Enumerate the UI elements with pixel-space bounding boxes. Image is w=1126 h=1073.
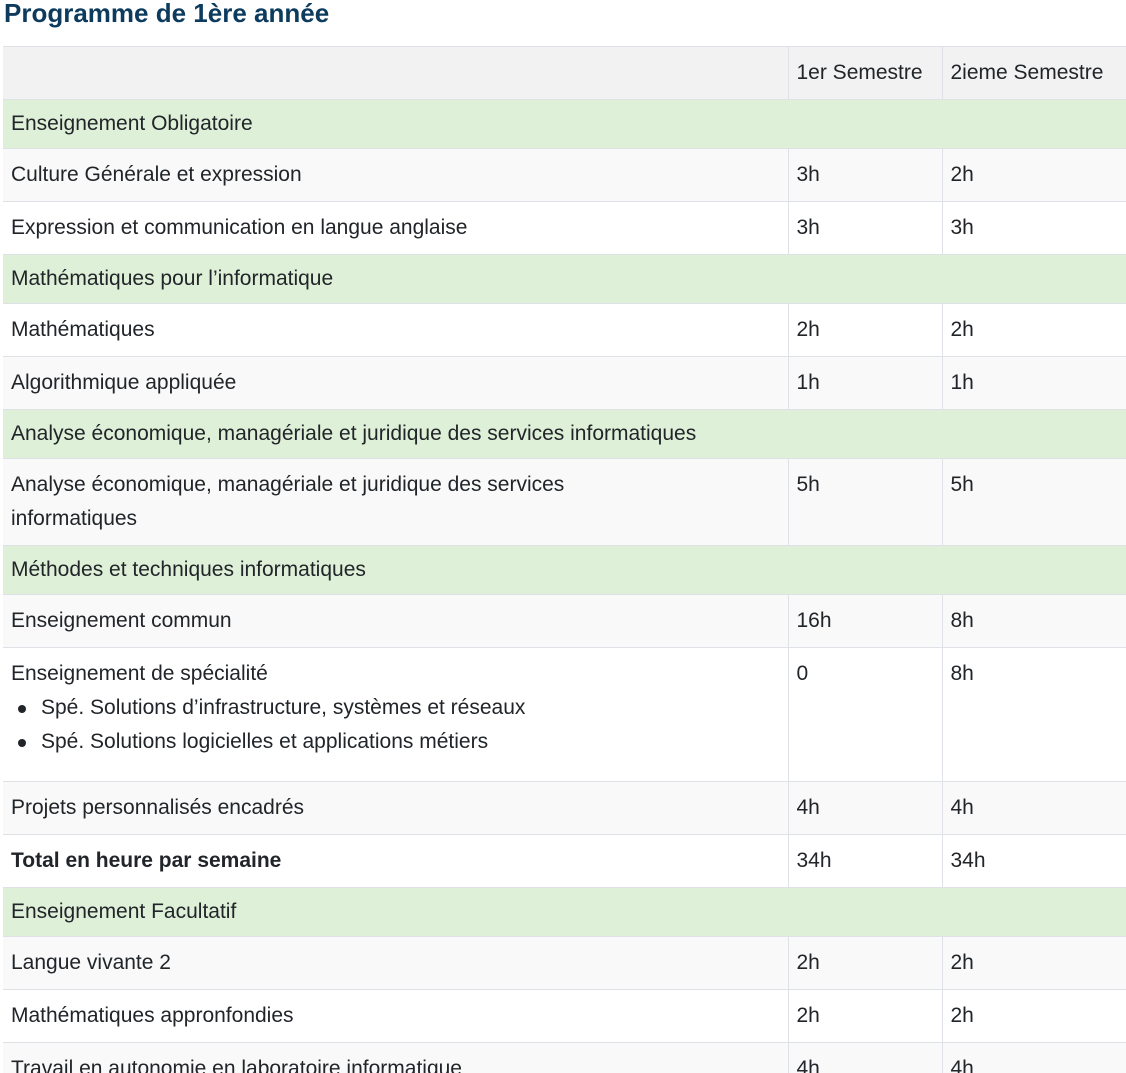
header-semester2: 2ieme Semestre	[941, 46, 1126, 100]
row-semester1: 1h	[787, 356, 942, 410]
header-semester1: 1er Semestre	[787, 46, 942, 100]
section-row: Méthodes et techniques informatiques	[3, 545, 1126, 595]
row-semester1: 5h	[787, 458, 942, 546]
row-label: Analyse économique, managériale et jurid…	[3, 458, 788, 546]
speciality-list: Spé. Solutions d’infrastructure, système…	[11, 691, 780, 772]
row-semester2: 2h	[941, 936, 1126, 990]
section-row: Enseignement Obligatoire	[3, 99, 1126, 149]
row-label: Total en heure par semaine	[3, 834, 788, 888]
section-row: Enseignement Facultatif	[3, 887, 1126, 937]
list-item: Spé. Solutions logicielles et applicatio…	[18, 725, 780, 759]
row-semester1: 3h	[787, 148, 942, 202]
row-semester2: 2h	[941, 989, 1126, 1043]
row-label: Langue vivante 2	[3, 936, 788, 990]
table-header-row: 1er Semestre 2ieme Semestre	[3, 46, 1126, 100]
table-row: Enseignement de spécialité Spé. Solution…	[3, 647, 1126, 782]
row-label: Projets personnalisés encadrés	[3, 781, 788, 835]
row-label: Mathématiques	[3, 303, 788, 357]
row-label: Culture Générale et expression	[3, 148, 788, 202]
row-semester2: 8h	[941, 594, 1126, 648]
table-row: Projets personnalisés encadrés 4h 4h	[3, 781, 1126, 835]
row-semester1: 2h	[787, 989, 942, 1043]
section-title: Enseignement Obligatoire	[3, 99, 1126, 149]
table-row: Langue vivante 2 2h 2h	[3, 936, 1126, 990]
row-semester2: 2h	[941, 303, 1126, 357]
row-semester1: 16h	[787, 594, 942, 648]
row-label: Expression et communication en langue an…	[3, 201, 788, 255]
row-label: Enseignement de spécialité Spé. Solution…	[3, 647, 788, 782]
header-label-cell	[3, 46, 788, 100]
row-semester1: 34h	[787, 834, 942, 888]
row-semester1: 0	[787, 647, 942, 782]
row-semester2: 8h	[941, 647, 1126, 782]
row-semester2: 34h	[941, 834, 1126, 888]
row-semester2: 4h	[941, 781, 1126, 835]
row-semester1: 2h	[787, 936, 942, 990]
table-row: Enseignement commun 16h 8h	[3, 594, 1126, 648]
section-title: Méthodes et techniques informatiques	[3, 545, 1126, 595]
section-row: Analyse économique, managériale et jurid…	[3, 409, 1126, 459]
row-label: Enseignement commun	[3, 594, 788, 648]
table-row: Mathématiques 2h 2h	[3, 303, 1126, 357]
section-row: Mathématiques pour l’informatique	[3, 254, 1126, 304]
table-row: Expression et communication en langue an…	[3, 201, 1126, 255]
row-semester2: 4h	[941, 1042, 1126, 1073]
table-row: Travail en autonomie en laboratoire info…	[3, 1042, 1126, 1073]
row-semester1: 2h	[787, 303, 942, 357]
table-row: Culture Générale et expression 3h 2h	[3, 148, 1126, 202]
row-label-text: Analyse économique, managériale et jurid…	[11, 473, 565, 530]
row-semester1: 4h	[787, 1042, 942, 1073]
row-semester2: 3h	[941, 201, 1126, 255]
row-semester2: 5h	[941, 458, 1126, 546]
page-title: Programme de 1ère année	[4, 0, 330, 28]
row-semester1: 4h	[787, 781, 942, 835]
total-row: Total en heure par semaine 34h 34h	[3, 834, 1126, 888]
row-semester1: 3h	[787, 201, 942, 255]
row-label: Mathématiques appronfondies	[3, 989, 788, 1043]
table-row: Analyse économique, managériale et jurid…	[3, 458, 1126, 546]
row-label-text: Enseignement de spécialité	[11, 662, 268, 685]
list-item: Spé. Solutions d’infrastructure, système…	[18, 691, 780, 725]
section-title: Analyse économique, managériale et jurid…	[3, 409, 1126, 459]
section-title: Enseignement Facultatif	[3, 887, 1126, 937]
table-row: Algorithmique appliquée 1h 1h	[3, 356, 1126, 410]
section-title: Mathématiques pour l’informatique	[3, 254, 1126, 304]
row-label: Algorithmique appliquée	[3, 356, 788, 410]
row-semester2: 1h	[941, 356, 1126, 410]
programme-table: 1er Semestre 2ieme Semestre Enseignement…	[3, 46, 1126, 1073]
table-row: Mathématiques appronfondies 2h 2h	[3, 989, 1126, 1043]
row-label: Travail en autonomie en laboratoire info…	[3, 1042, 788, 1073]
row-semester2: 2h	[941, 148, 1126, 202]
